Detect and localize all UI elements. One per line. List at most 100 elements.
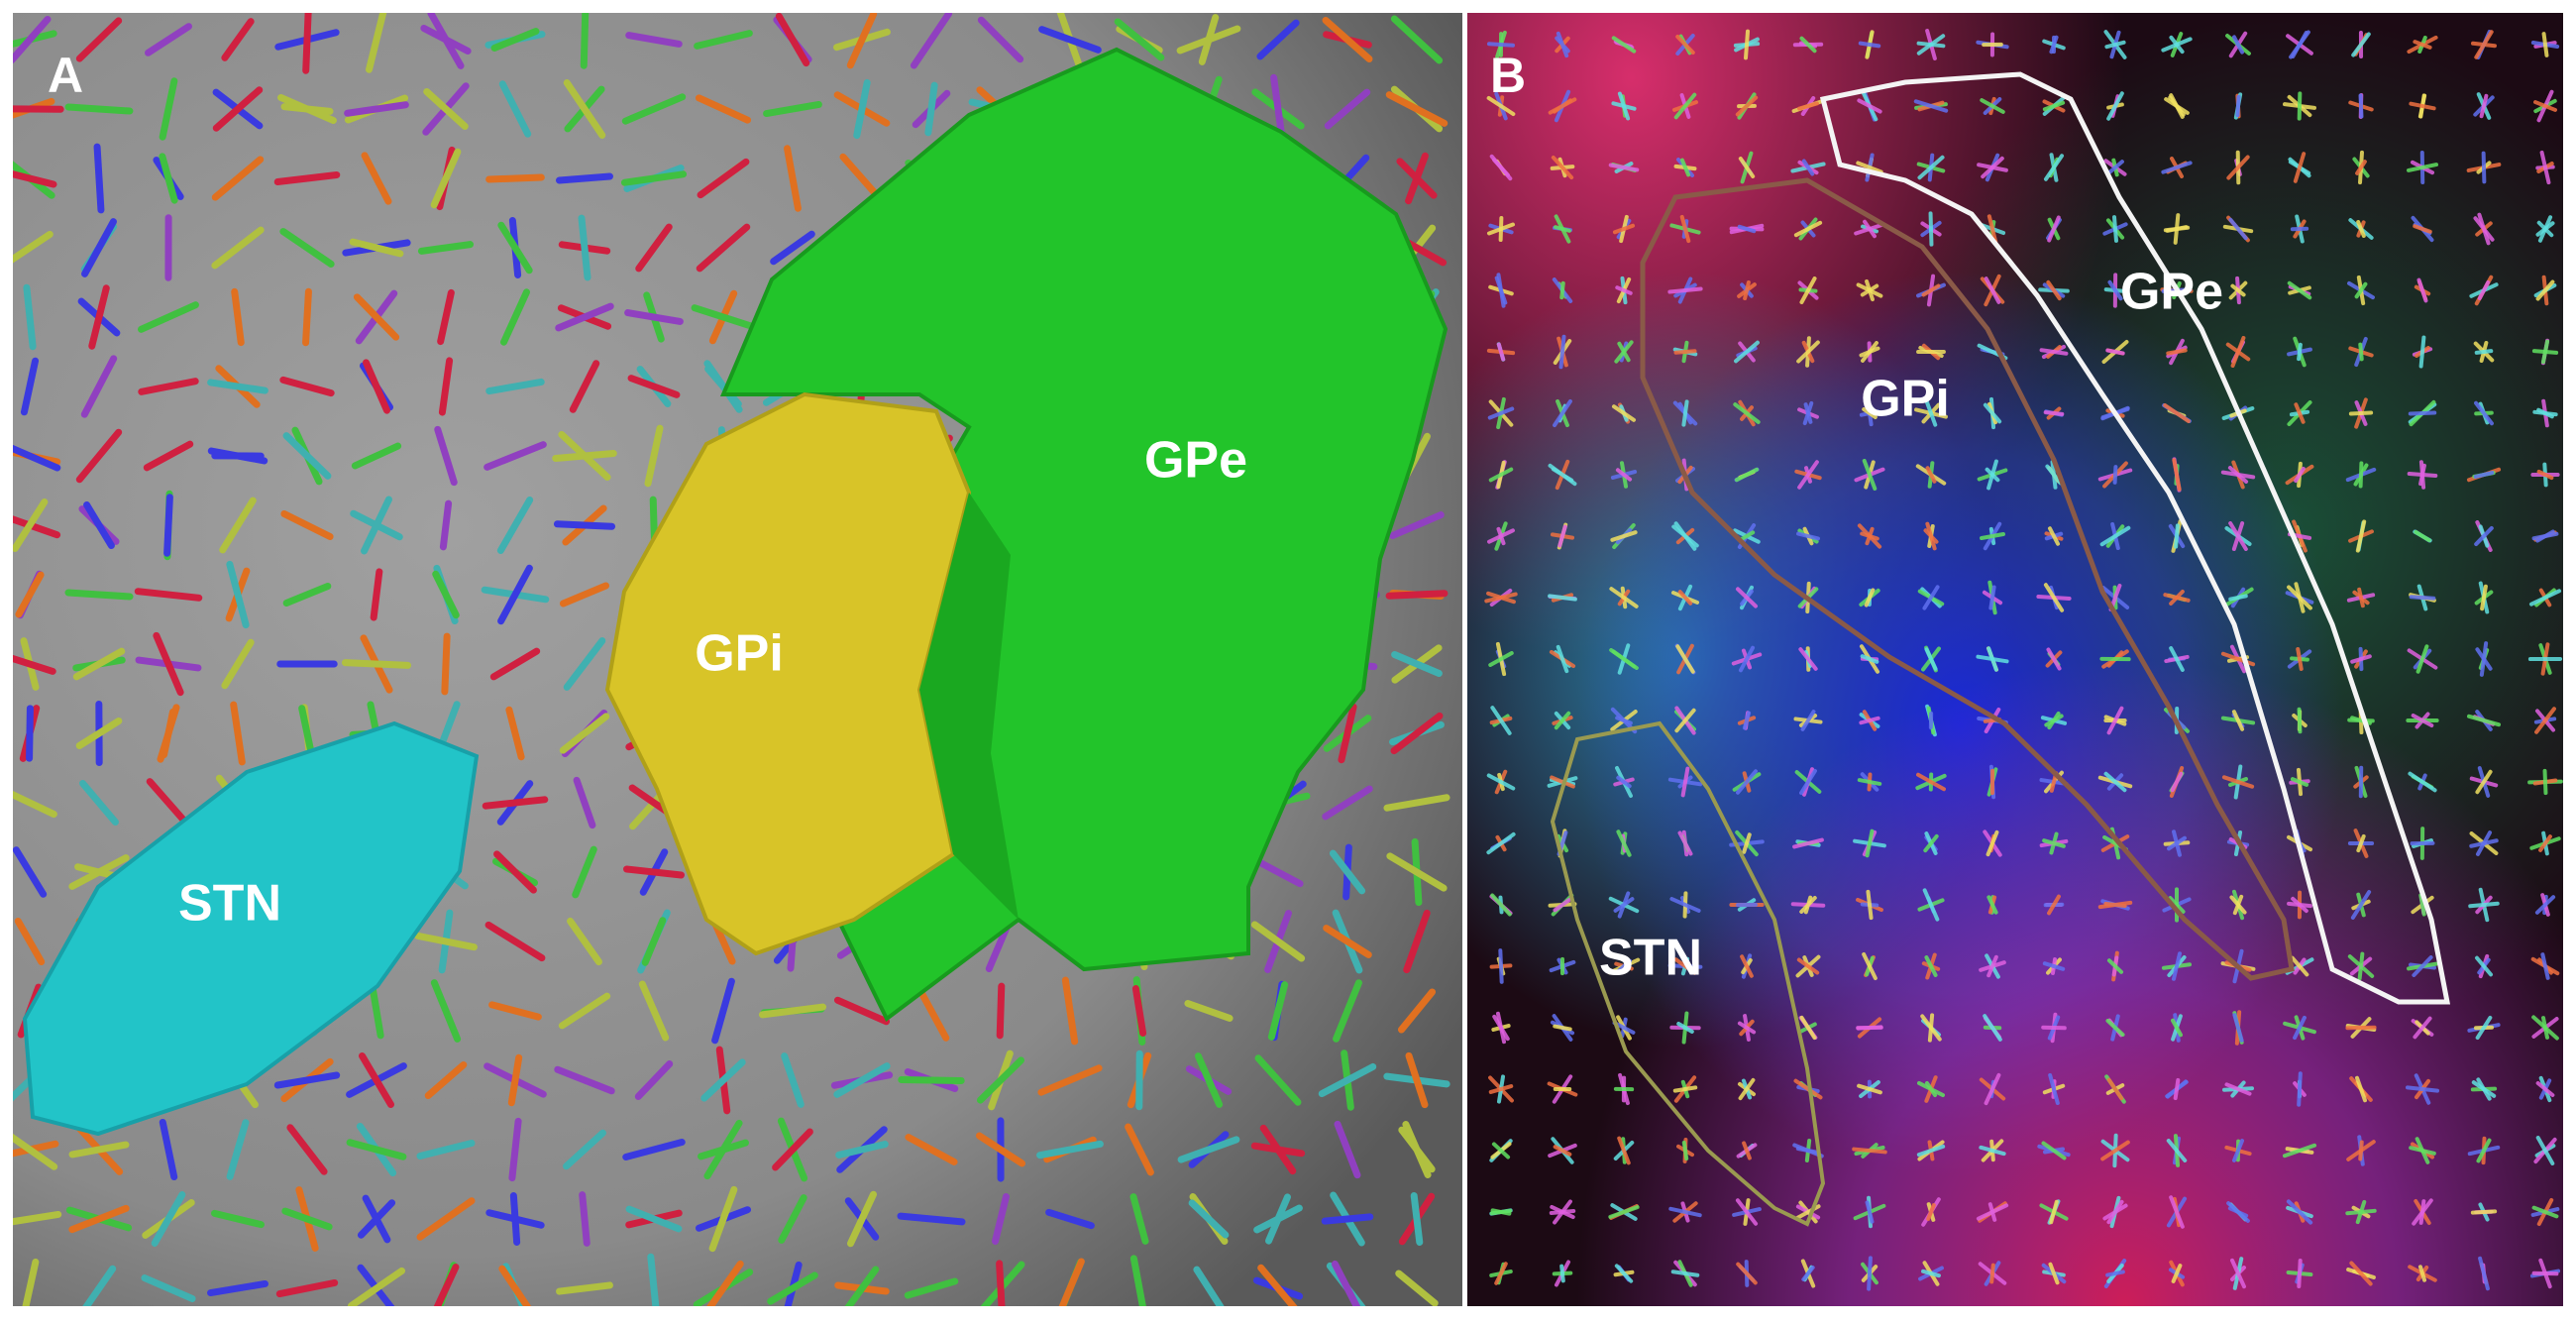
fiber-glyph — [432, 570, 460, 619]
odf-glyph — [1796, 957, 1820, 975]
fiber-glyph — [703, 1119, 743, 1180]
fiber-glyph — [784, 145, 802, 212]
odf-glyph — [2228, 594, 2248, 602]
odf-glyph — [1556, 644, 1569, 674]
fiber-glyph — [647, 1253, 660, 1306]
fiber-glyph — [68, 854, 130, 890]
odf-glyph — [1498, 948, 1504, 984]
odf-glyph — [2112, 215, 2118, 243]
odf-glyph — [1852, 1147, 1887, 1155]
fiber-glyph — [833, 1062, 891, 1098]
fiber-glyph — [211, 156, 265, 201]
odf-glyph — [2466, 714, 2502, 727]
odf-glyph — [2166, 1139, 2188, 1162]
odf-glyph — [2224, 1082, 2252, 1096]
odf-glyph — [1799, 36, 1817, 54]
odf-glyph — [2350, 890, 2372, 920]
fiber-glyph — [23, 283, 37, 351]
odf-glyph — [1496, 273, 1506, 308]
odf-glyph — [2349, 1261, 2373, 1286]
odf-glyph — [1799, 768, 1817, 796]
fiber-glyph — [1331, 1260, 1361, 1306]
odf-glyph — [2041, 1141, 2067, 1160]
odf-glyph — [1617, 91, 1631, 121]
fiber-glyph — [68, 1204, 130, 1234]
odf-glyph — [2356, 220, 2366, 238]
fiber-glyph — [83, 500, 115, 550]
odf-glyph — [2415, 644, 2429, 674]
odf-glyph — [2541, 1016, 2549, 1040]
odf-glyph — [2049, 1199, 2059, 1225]
fiber-glyph — [641, 917, 667, 966]
odf-glyph — [1799, 1015, 1817, 1041]
odf-glyph — [1857, 1083, 1882, 1095]
odf-glyph — [2049, 35, 2059, 55]
region-label: GPi — [695, 625, 784, 683]
fiber-glyph — [207, 447, 268, 465]
fiber-glyph — [430, 979, 462, 1043]
fiber-glyph — [280, 509, 334, 541]
odf-glyph — [2106, 160, 2124, 175]
odf-glyph — [1986, 954, 1998, 978]
odf-glyph — [2229, 895, 2247, 915]
fiber-glyph — [1318, 1062, 1377, 1098]
odf-glyph — [2474, 349, 2494, 355]
fiber-glyph — [424, 1060, 468, 1100]
odf-glyph — [1486, 95, 1516, 117]
odf-glyph — [2166, 348, 2188, 356]
gpi-outline — [1640, 177, 2295, 981]
odf-glyph — [2531, 1205, 2559, 1219]
fiber-glyph — [696, 223, 751, 273]
odf-glyph — [1553, 1024, 1572, 1032]
odf-glyph — [1487, 406, 1515, 420]
odf-glyph — [2414, 529, 2431, 543]
odf-glyph — [1922, 888, 1940, 922]
fiber-glyph — [700, 1058, 746, 1102]
odf-glyph — [2358, 342, 2364, 362]
odf-glyph — [1740, 954, 1754, 978]
fiber-glyph — [1403, 909, 1431, 974]
odf-glyph — [1862, 951, 1878, 981]
odf-glyph — [1984, 276, 2001, 304]
fiber-glyph — [211, 226, 265, 270]
odf-glyph — [2104, 40, 2126, 50]
fiber-glyph — [635, 223, 673, 273]
odf-glyph — [2350, 654, 2372, 664]
fiber-glyph — [579, 1191, 590, 1247]
fiber-glyph — [138, 378, 199, 395]
fiber-glyph — [159, 1118, 178, 1181]
fiber-glyph — [231, 287, 245, 347]
odf-glyph — [1986, 459, 1998, 491]
odf-glyph — [1486, 591, 1516, 605]
odf-glyph — [2047, 215, 2061, 243]
fiber-glyph — [624, 309, 684, 325]
panel-b: B STN GPi GPe — [1467, 13, 2563, 1306]
fiber-glyph — [1045, 1208, 1095, 1230]
fiber-glyph — [363, 359, 390, 414]
odf-glyph — [1487, 528, 1515, 544]
odf-glyph — [2161, 37, 2193, 53]
fiber-glyph — [13, 444, 61, 472]
odf-glyph — [2538, 834, 2552, 852]
fiber-glyph — [353, 293, 400, 341]
odf-glyph — [1924, 399, 1938, 427]
odf-glyph — [1917, 155, 1945, 180]
panel-label: A — [48, 48, 83, 103]
odf-glyph — [1866, 889, 1874, 921]
fiber-glyph — [695, 94, 752, 124]
odf-glyph — [2468, 901, 2500, 909]
fiber-glyph — [835, 1141, 889, 1159]
odf-glyph — [1983, 402, 2002, 424]
odf-glyph — [1559, 1264, 1565, 1283]
fiber-glyph — [778, 1194, 807, 1244]
fiber-glyph — [644, 424, 664, 488]
odf-glyph — [1673, 957, 1697, 975]
odf-glyph — [1801, 159, 1815, 176]
odf-glyph — [1677, 830, 1693, 856]
fiber-glyph — [556, 1281, 613, 1295]
odf-glyph — [2412, 1198, 2433, 1226]
odf-glyph — [1551, 155, 1574, 180]
fiber-glyph — [558, 992, 611, 1030]
fiber-glyph — [281, 1207, 333, 1231]
